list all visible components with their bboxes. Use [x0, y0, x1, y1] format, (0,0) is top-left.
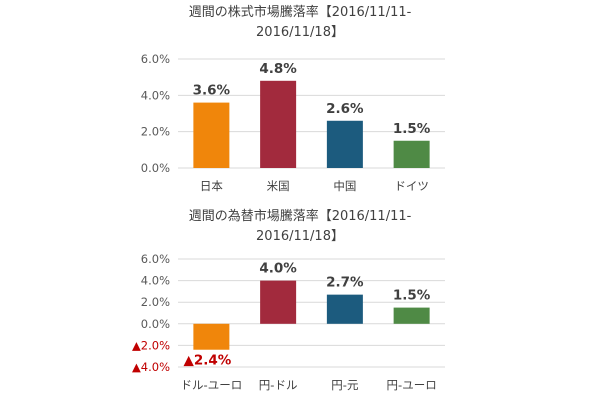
stock-y-tick-label: 0.0% [141, 161, 170, 175]
fx-data-label: ▲2.4% [183, 353, 231, 369]
fx-y-tick-label: 2.0% [141, 295, 170, 309]
fx-market-bar-chart: ▲4.0% ▲2.0% 0.0% 2.0% 4.0% 6.0% ▲2.4% ドル-ユーロ 4.0… [132, 252, 445, 392]
fx-chart-title-line-2: 2016/11/18】 [256, 229, 344, 244]
fx-bar [393, 307, 430, 324]
stock-category-label: 中国 [333, 179, 356, 193]
stock-chart-title-line-2: 2016/11/18】 [256, 25, 344, 40]
stock-data-label: 2.6% [326, 101, 364, 117]
stock-category-label: 日本 [200, 179, 223, 193]
fx-y-tick-label: ▲2.0% [132, 338, 170, 352]
stock-chart-title: 週間の株式市場騰落率【2016/11/11- 2016/11/18】 [0, 3, 600, 43]
fx-bar [193, 323, 230, 350]
stock-data-label: 3.6% [193, 83, 231, 99]
stock-y-tick-label: 2.0% [141, 125, 170, 139]
fx-data-label: 1.5% [393, 288, 431, 304]
fx-y-tick-label: 4.0% [141, 274, 170, 288]
stock-market-bar-chart: 0.0% 2.0% 4.0% 6.0% 3.6% 日本 4.8% 米国 2.6% 中国 1.5% ドイ… [141, 52, 445, 193]
stock-y-tick-label: 4.0% [141, 88, 170, 102]
fx-y-tick-label: 0.0% [141, 317, 170, 331]
fx-category-label: 円-ユーロ [387, 378, 437, 392]
stock-y-tick-label: 6.0% [141, 52, 170, 66]
stock-bar [393, 140, 430, 168]
stock-category-label: ドイツ [394, 179, 429, 193]
stock-bar [326, 120, 363, 168]
fx-y-tick-label: 6.0% [141, 252, 170, 266]
fx-category-label: ドル-ユーロ [181, 378, 243, 392]
stock-data-label: 1.5% [393, 121, 431, 137]
fx-data-label: 4.0% [259, 261, 297, 277]
fx-chart-title: 週間の為替市場騰落率【2016/11/11- 2016/11/18】 [0, 207, 600, 247]
stock-data-label: 4.8% [259, 61, 297, 77]
stock-category-label: 米国 [267, 179, 290, 193]
fx-bar [326, 294, 363, 324]
fx-y-tick-label: ▲4.0% [132, 360, 170, 374]
fx-bar [260, 280, 297, 324]
stock-chart-title-line-1: 週間の株式市場騰落率【2016/11/11- [188, 5, 412, 20]
stock-bar [193, 102, 230, 168]
fx-category-label: 円-元 [331, 378, 359, 392]
fx-category-label: 円-ドル [259, 378, 298, 392]
fx-data-label: 2.7% [326, 275, 364, 291]
stock-bar [260, 80, 297, 168]
fx-chart-title-line-1: 週間の為替市場騰落率【2016/11/11- [188, 209, 412, 224]
